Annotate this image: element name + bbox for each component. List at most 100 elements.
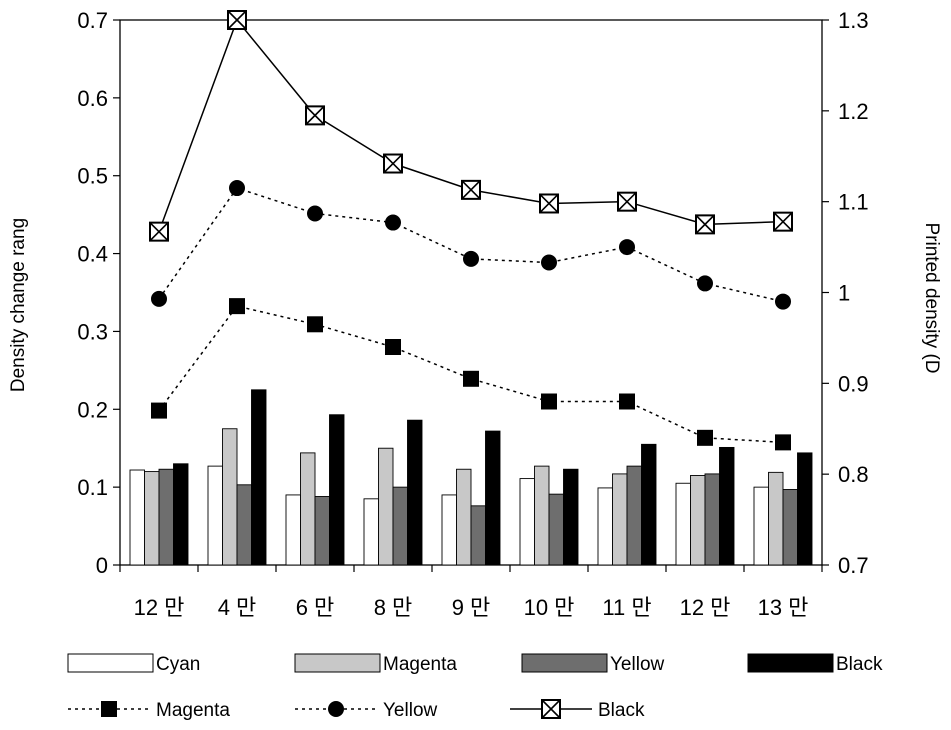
legend-label-magenta: Magenta bbox=[383, 654, 457, 675]
legend-label-cyan: Cyan bbox=[156, 654, 200, 675]
point-yellow bbox=[463, 250, 479, 267]
bar-series bbox=[129, 389, 813, 566]
point-black bbox=[383, 153, 403, 174]
bar-yellow bbox=[626, 465, 642, 566]
legend-swatch-magenta bbox=[294, 653, 381, 673]
point-yellow bbox=[385, 214, 401, 231]
point-magenta bbox=[307, 316, 323, 333]
point-yellow bbox=[151, 290, 167, 307]
bar-black bbox=[173, 463, 189, 566]
bar-magenta bbox=[612, 473, 628, 566]
left-tick-label: 0.5 bbox=[77, 164, 108, 189]
bar-black bbox=[797, 452, 813, 566]
point-magenta bbox=[151, 402, 167, 419]
bar-cyan bbox=[675, 482, 691, 566]
bar-yellow bbox=[782, 489, 798, 566]
legend-label-black: Black bbox=[836, 654, 883, 675]
legend-swatch-black bbox=[747, 653, 834, 673]
bar-yellow bbox=[314, 496, 330, 566]
left-tick-label: 0.4 bbox=[77, 242, 108, 267]
point-magenta bbox=[697, 429, 713, 446]
right-tick-label: 0.9 bbox=[838, 371, 869, 396]
bar-yellow bbox=[158, 468, 174, 566]
bar-yellow bbox=[470, 505, 486, 566]
legend-swatch-yellow bbox=[521, 653, 608, 673]
bar-magenta bbox=[300, 452, 316, 566]
line-yellow bbox=[158, 187, 784, 303]
legend-label-yellow: Yellow bbox=[610, 654, 665, 675]
right-tick-label: 1.2 bbox=[838, 99, 869, 124]
left-tick-label: 0.3 bbox=[77, 319, 108, 344]
right-tick-label: 0.8 bbox=[838, 462, 869, 487]
left-tick-label: 0 bbox=[96, 553, 108, 578]
point-black bbox=[149, 221, 169, 242]
right-tick-label: 1.3 bbox=[838, 8, 869, 33]
legend-marker-yellow bbox=[328, 701, 344, 717]
line-black bbox=[158, 18, 784, 232]
point-yellow bbox=[697, 275, 713, 292]
bar-magenta bbox=[144, 471, 160, 566]
bar-yellow bbox=[236, 484, 252, 566]
bar-cyan bbox=[285, 494, 301, 566]
point-black bbox=[695, 214, 715, 235]
point-black bbox=[227, 10, 247, 30]
bar-magenta bbox=[378, 447, 394, 566]
legend: Cyan Magenta Yellow Black Magenta Yellow Black bbox=[67, 653, 883, 721]
bar-black bbox=[407, 419, 423, 566]
point-yellow bbox=[541, 254, 557, 271]
bar-magenta bbox=[534, 465, 550, 566]
legend-marker-black bbox=[541, 699, 561, 719]
point-magenta bbox=[463, 370, 479, 387]
category-label: 13 만 bbox=[758, 595, 809, 620]
category-label: 4 만 bbox=[218, 595, 257, 620]
bar-black bbox=[251, 389, 267, 566]
category-label: 11 만 bbox=[602, 595, 651, 620]
point-magenta bbox=[229, 298, 245, 315]
bar-cyan bbox=[129, 469, 145, 566]
tick-labels: 0 0.1 0.2 0.3 0.4 0.5 0.6 0.7 0.7 0.8 0.9 1 1.1 1.2 1.… bbox=[77, 8, 868, 620]
bar-yellow bbox=[704, 473, 720, 566]
left-tick-label: 0.2 bbox=[77, 397, 108, 422]
left-tick-label: 0.1 bbox=[77, 475, 108, 500]
bar-cyan bbox=[519, 478, 535, 566]
point-magenta bbox=[385, 339, 401, 355]
bar-cyan bbox=[753, 486, 769, 566]
legend-line-label-black: Black bbox=[598, 700, 645, 721]
bar-cyan bbox=[597, 487, 613, 566]
bar-cyan bbox=[207, 465, 223, 566]
bar-black bbox=[485, 430, 501, 566]
point-yellow bbox=[307, 205, 323, 222]
bar-black bbox=[329, 414, 345, 566]
category-label: 12 만 bbox=[134, 595, 185, 620]
point-yellow bbox=[229, 180, 245, 197]
legend-line-label-yellow: Yellow bbox=[383, 700, 438, 721]
right-tick-label: 1 bbox=[838, 281, 850, 306]
point-black bbox=[773, 211, 793, 232]
legend-swatch-cyan bbox=[67, 653, 154, 673]
bar-yellow bbox=[548, 493, 564, 566]
point-black bbox=[305, 105, 325, 126]
bar-black bbox=[563, 468, 579, 566]
bar-black bbox=[719, 446, 735, 566]
point-black bbox=[461, 179, 481, 200]
point-yellow bbox=[619, 239, 635, 256]
point-black bbox=[617, 191, 637, 212]
category-label: 9 만 bbox=[452, 595, 491, 620]
point-black bbox=[539, 193, 559, 214]
legend-marker-magenta bbox=[101, 701, 117, 717]
point-magenta bbox=[541, 393, 557, 410]
left-tick-label: 0.7 bbox=[77, 8, 108, 33]
category-label: 8 만 bbox=[374, 595, 413, 620]
bar-black bbox=[641, 443, 657, 566]
right-tick-label: 0.7 bbox=[838, 553, 869, 578]
right-tick-label: 1.1 bbox=[838, 190, 869, 215]
point-magenta bbox=[619, 393, 635, 410]
right-axis-title: Printed density (D bbox=[921, 222, 942, 373]
bar-magenta bbox=[222, 428, 238, 566]
bar-cyan bbox=[441, 494, 457, 566]
left-axis-title: Density change rang bbox=[8, 218, 29, 392]
legend-line-label-magenta: Magenta bbox=[156, 700, 230, 721]
bar-magenta bbox=[456, 468, 472, 566]
point-magenta bbox=[775, 434, 791, 451]
bar-cyan bbox=[363, 498, 379, 566]
